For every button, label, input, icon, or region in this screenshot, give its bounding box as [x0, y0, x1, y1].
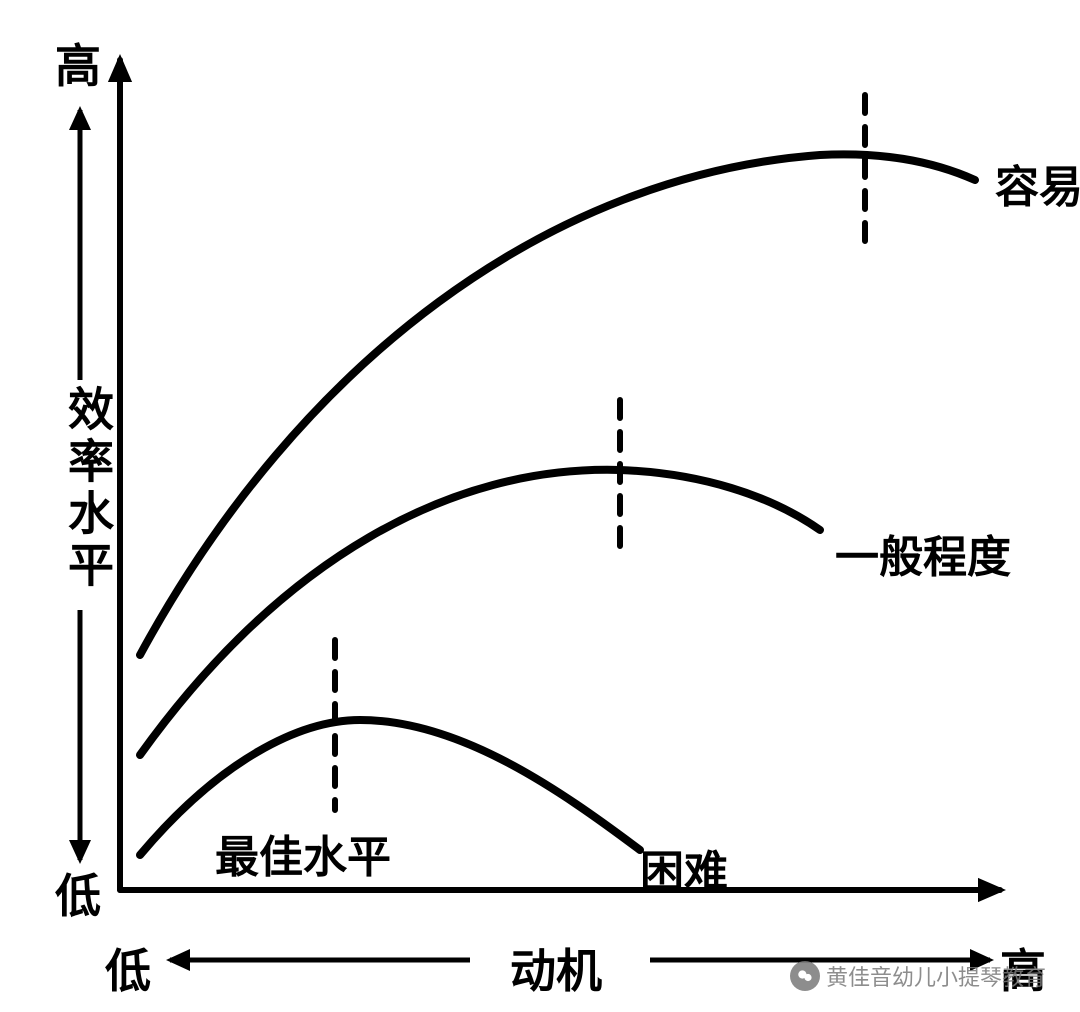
curve-label-medium: 一般程度: [835, 521, 1011, 585]
curve-label-easy: 容易: [995, 151, 1080, 215]
x-axis-title: 动机: [510, 935, 602, 1001]
y-axis-title: 效率水平: [55, 385, 121, 593]
watermark: 黄佳音幼儿小提琴教育: [790, 960, 1046, 992]
x-axis-low-label: 低: [105, 935, 151, 1001]
watermark-text: 黄佳音幼儿小提琴教育: [826, 960, 1046, 992]
chart-svg: [0, 0, 1080, 1012]
optimal-level-label: 最佳水平: [215, 821, 391, 885]
wechat-icon: [790, 961, 820, 991]
y-axis-high-label: 高: [55, 30, 101, 96]
y-axis-low-label: 低: [55, 860, 101, 926]
yerkes-dodson-chart: 高 低 效率水平 低 动机 高 容易 一般程度 困难 最佳水平 黄佳音幼儿小提琴…: [0, 0, 1080, 1012]
curve-label-hard: 困难: [640, 836, 728, 900]
